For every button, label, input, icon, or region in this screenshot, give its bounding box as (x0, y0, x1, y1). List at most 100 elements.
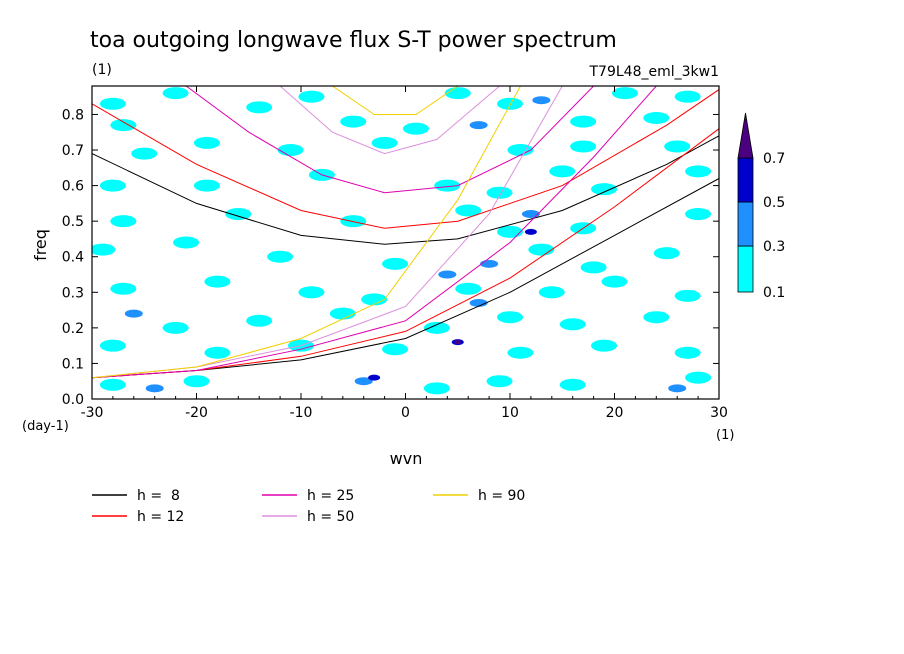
spectrum-patch (438, 270, 457, 279)
x-tick-label: -10 (290, 405, 313, 421)
spectrum-patch (664, 140, 691, 153)
spectrum-patch (480, 259, 499, 268)
legend-label: h = 50 (307, 509, 354, 525)
spectrum-patch (361, 293, 388, 306)
spectrum-patch (371, 136, 398, 149)
spectrum-patch (507, 144, 534, 157)
spectrum-patch (204, 275, 231, 288)
y-tick-label: 0.3 (62, 285, 84, 301)
spectrum-patch (131, 147, 158, 160)
spectrum-patch (110, 215, 137, 228)
spectrum-patch (110, 282, 137, 295)
spectrum-patch (444, 87, 471, 100)
dispersion-curve-0 (92, 135, 719, 245)
legend-label: h = 12 (137, 509, 184, 525)
spectrum-patch (549, 165, 576, 178)
colorbar-swatch (737, 157, 754, 203)
y-tick-label: 0.4 (62, 250, 84, 266)
dispersion-curve-3 (92, 86, 563, 379)
dispersion-curve-2 (92, 86, 657, 379)
spectrum-patch (559, 378, 586, 391)
colorbar-label: 0.3 (763, 239, 785, 255)
spectrum-patch (524, 228, 537, 235)
legend-label: h = 25 (307, 488, 354, 504)
colorbar-swatch (737, 201, 754, 247)
spectrum-patch (277, 144, 304, 157)
chart-subtitle-left: (1) (92, 62, 112, 78)
spectrum-patch (570, 115, 597, 128)
spectrum-patch (685, 371, 712, 384)
legend: h = 8 h = 12 h = 25 h = 50 h = 90 (92, 488, 525, 525)
y-tick-label: 0.5 (62, 214, 84, 230)
spectrum-patch (382, 343, 409, 356)
x-tick-label: 20 (606, 405, 624, 421)
spectrum-patch (382, 257, 409, 270)
legend-label: h = 8 (137, 488, 180, 504)
spectrum-patch (99, 378, 126, 391)
spectrum-patch (92, 243, 116, 256)
dispersion-curve-2 (185, 86, 594, 194)
y-axis-unit: (day-1) (22, 419, 69, 434)
colorbar-label: 0.1 (763, 285, 785, 301)
spectrum-patch (455, 282, 482, 295)
spectrum-patch (423, 382, 450, 395)
dispersion-curve-4 (92, 86, 521, 379)
x-tick-label: -30 (81, 405, 104, 421)
y-axis-label: freq (31, 229, 50, 261)
spectrum-patch (454, 340, 461, 345)
x-axis-label: wvn (390, 449, 423, 468)
chart-subtitle-right: T79L48_eml_3kw1 (589, 64, 720, 80)
spectrum-patch (532, 96, 551, 105)
spectrum-patch (99, 97, 126, 110)
spectrum-patch (455, 204, 482, 217)
spectrum-patch (507, 346, 534, 359)
spectrum-patch (402, 122, 429, 135)
colorbar: 0.1 0.3 0.5 0.7 (737, 112, 785, 301)
y-tick-label: 0.7 (62, 143, 84, 159)
spectrum-patch (668, 384, 687, 393)
spectrum-patch (559, 318, 586, 331)
spectrum-patch (643, 311, 670, 324)
y-tick-label: 0.8 (62, 107, 84, 123)
spectrum-patch (591, 339, 618, 352)
spectrum-patch (601, 275, 628, 288)
x-tick-label: -20 (185, 405, 208, 421)
dispersion-curve-1 (92, 89, 719, 229)
chart-title: toa outgoing longwave flux S-T power spe… (90, 28, 617, 53)
x-tick-label: 0 (401, 405, 410, 421)
spectrum-patch (685, 165, 712, 178)
spectrum-patch (204, 346, 231, 359)
spectrum-patch (434, 179, 461, 192)
spectrum-patch (246, 314, 273, 327)
x-axis-unit: (1) (716, 428, 734, 443)
spectrum-patch (368, 374, 381, 381)
y-tick-label: 0.2 (62, 321, 84, 337)
spectrum-patch (528, 243, 555, 256)
spectrum-patch (183, 375, 210, 388)
spectrum-patch (267, 250, 294, 263)
spectrum-patch (469, 121, 488, 130)
spectrum-patch (580, 261, 607, 274)
spectrum-patch (99, 179, 126, 192)
spectrum-patch (340, 115, 367, 128)
spectrum-patch (225, 208, 252, 221)
y-tick-label: 0.0 (62, 392, 84, 408)
spectrum-patch (497, 311, 523, 324)
spectrum-patch (486, 375, 513, 388)
spectrum-patch (193, 136, 220, 149)
spectrum-patch (643, 112, 670, 125)
spectrum-patch (329, 307, 356, 320)
spectrum-patch (497, 225, 523, 238)
spectrum-patch (110, 119, 137, 132)
colorbar-label: 0.7 (763, 151, 785, 167)
spectrum-patch (591, 183, 618, 196)
spectrum-patch (99, 339, 126, 352)
x-tick-label: 30 (710, 405, 728, 421)
spectrum-patch (653, 247, 680, 260)
spectrum-patch (497, 97, 523, 110)
spectrum-patch (124, 309, 143, 318)
legend-label: h = 90 (478, 488, 525, 504)
spectrum-patch (685, 208, 712, 221)
spectrum-patch (354, 377, 373, 386)
